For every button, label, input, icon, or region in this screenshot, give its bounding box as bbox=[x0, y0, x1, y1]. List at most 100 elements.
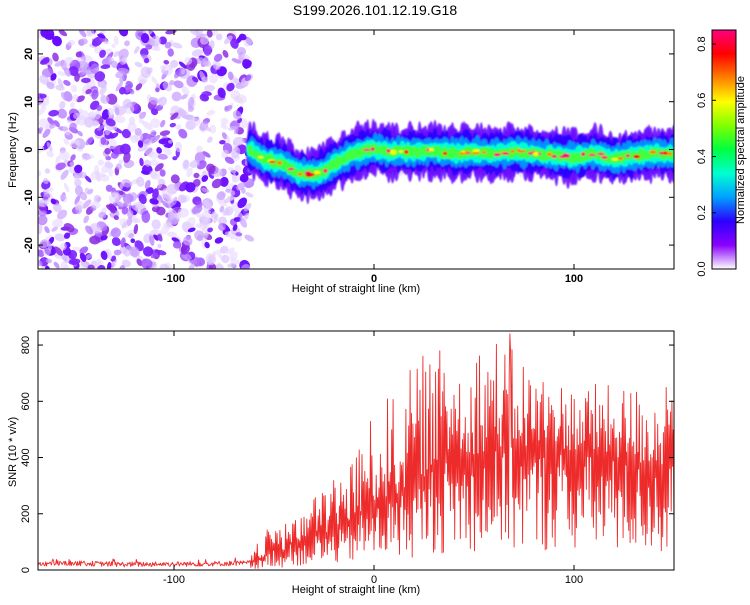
spectrogram-signal-ridge bbox=[246, 118, 674, 205]
ridge-hotspot bbox=[510, 149, 515, 153]
noise-blob bbox=[93, 194, 102, 203]
noise-blob bbox=[38, 222, 43, 235]
noise-blob bbox=[216, 191, 226, 201]
noise-blob bbox=[237, 197, 248, 209]
noise-blob bbox=[52, 35, 62, 47]
noise-blob bbox=[173, 69, 182, 79]
noise-blob bbox=[161, 69, 167, 75]
noise-blob bbox=[121, 128, 131, 139]
noise-blob bbox=[218, 216, 227, 226]
noise-blob bbox=[144, 146, 155, 157]
noise-blob bbox=[185, 182, 196, 193]
noise-blob bbox=[161, 200, 169, 208]
noise-blob bbox=[90, 201, 101, 209]
noise-blob bbox=[82, 199, 92, 209]
noise-blob bbox=[195, 212, 201, 218]
noise-blob bbox=[199, 93, 210, 102]
noise-blob bbox=[159, 169, 166, 177]
colorbar-gradient bbox=[712, 30, 736, 269]
noise-blob bbox=[234, 235, 242, 242]
noise-blob bbox=[40, 58, 50, 65]
noise-blob bbox=[77, 130, 83, 137]
noise-blob bbox=[105, 126, 111, 136]
noise-blob bbox=[232, 224, 238, 231]
ridge-hotspot bbox=[404, 150, 409, 154]
noise-blob bbox=[74, 73, 80, 82]
noise-blob bbox=[196, 145, 203, 153]
ridge-hotspot bbox=[666, 152, 673, 156]
noise-blob bbox=[215, 33, 223, 41]
noise-blob bbox=[155, 87, 160, 93]
snr-y-tick-label: 200 bbox=[20, 505, 32, 523]
noise-blob bbox=[190, 117, 201, 127]
noise-blob bbox=[235, 232, 243, 237]
noise-blob bbox=[94, 45, 102, 54]
noise-blob bbox=[143, 138, 152, 146]
noise-blob bbox=[206, 109, 216, 116]
noise-blob bbox=[91, 89, 99, 100]
noise-blob bbox=[224, 105, 233, 112]
snr-x-axis-label: Height of straight line (km) bbox=[292, 584, 420, 596]
spectrogram-x-axis-label: Height of straight line (km) bbox=[292, 283, 420, 295]
noise-blob bbox=[69, 122, 77, 131]
ridge-hotspot bbox=[463, 150, 471, 154]
noise-blob bbox=[64, 264, 70, 269]
spectrogram-y-tick-label: 20 bbox=[23, 48, 35, 60]
noise-blob bbox=[156, 206, 166, 216]
noise-blob bbox=[172, 196, 178, 206]
noise-blob bbox=[202, 125, 212, 132]
spectrogram-x-tick-label: 0 bbox=[371, 273, 377, 285]
noise-blob bbox=[92, 258, 102, 269]
noise-blob bbox=[207, 136, 213, 143]
ridge-hotspot bbox=[472, 149, 480, 153]
noise-blob bbox=[118, 86, 126, 95]
noise-blob bbox=[160, 119, 166, 128]
noise-blob bbox=[243, 60, 252, 69]
noise-blob bbox=[38, 105, 47, 116]
noise-blob bbox=[93, 164, 100, 175]
noise-blob bbox=[164, 41, 172, 49]
noise-blob bbox=[81, 153, 90, 161]
noise-blob bbox=[138, 112, 146, 119]
noise-blob bbox=[149, 170, 161, 180]
noise-blob bbox=[74, 195, 81, 205]
noise-blob bbox=[228, 167, 237, 174]
noise-blob bbox=[50, 198, 57, 205]
noise-blob bbox=[130, 238, 136, 244]
noise-blob bbox=[202, 56, 210, 67]
noise-blob bbox=[70, 84, 78, 93]
noise-blob bbox=[63, 67, 71, 77]
snr-panel: -100 0 100 0 200 400 600 800 Height of straight… bbox=[7, 330, 675, 596]
noise-blob bbox=[218, 222, 227, 231]
noise-blob bbox=[244, 74, 252, 82]
noise-blob bbox=[98, 211, 107, 219]
noise-blob bbox=[225, 135, 231, 144]
noise-blob bbox=[100, 174, 110, 182]
noise-blob bbox=[92, 119, 99, 127]
noise-blob bbox=[232, 110, 242, 120]
noise-blob bbox=[54, 233, 66, 242]
noise-blob bbox=[170, 112, 179, 120]
noise-blob bbox=[132, 215, 138, 223]
noise-blob bbox=[138, 118, 145, 124]
ridge-hotspot bbox=[649, 150, 657, 154]
noise-blob bbox=[85, 88, 92, 95]
noise-blob bbox=[63, 138, 70, 145]
noise-blob bbox=[101, 109, 110, 120]
noise-blob bbox=[244, 234, 255, 242]
ridge-hotspot bbox=[597, 152, 605, 156]
noise-blob bbox=[178, 128, 188, 139]
ridge-hotspot bbox=[611, 158, 619, 161]
noise-blob bbox=[181, 245, 190, 255]
noise-blob bbox=[226, 195, 235, 201]
noise-blob bbox=[203, 200, 212, 211]
ridge-hotspot bbox=[601, 155, 608, 159]
noise-blob bbox=[121, 207, 129, 215]
noise-blob bbox=[134, 128, 142, 136]
noise-blob bbox=[150, 118, 161, 128]
noise-blob bbox=[161, 187, 173, 199]
noise-blob bbox=[175, 141, 183, 153]
noise-blob bbox=[194, 230, 205, 241]
noise-blob bbox=[143, 246, 154, 257]
noise-blob bbox=[136, 176, 145, 187]
